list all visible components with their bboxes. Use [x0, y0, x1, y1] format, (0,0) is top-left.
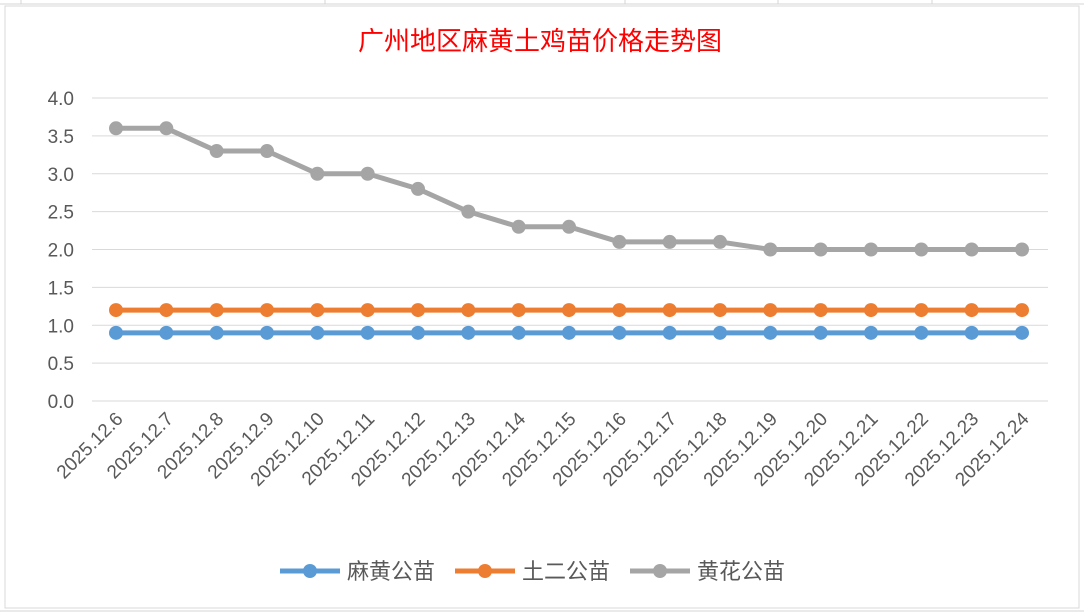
data-point[interactable] [562, 325, 576, 340]
data-point[interactable] [813, 242, 828, 257]
data-point[interactable] [914, 242, 929, 257]
y-tick-label: 2.0 [48, 241, 74, 262]
data-point[interactable] [964, 303, 979, 318]
data-point[interactable] [713, 234, 727, 249]
series-1 [109, 303, 1029, 318]
data-point[interactable] [511, 325, 526, 340]
data-point[interactable] [461, 204, 476, 219]
legend-marker [478, 564, 492, 578]
data-point[interactable] [360, 325, 375, 340]
data-point[interactable] [260, 144, 274, 159]
data-point[interactable] [461, 303, 476, 318]
data-point[interactable] [1015, 303, 1029, 318]
series-0 [109, 325, 1029, 340]
legend-label: 黄花公苗 [697, 560, 785, 585]
legend-item[interactable]: 麻黄公苗 [280, 560, 435, 585]
data-point[interactable] [914, 325, 929, 340]
data-point[interactable] [763, 303, 778, 318]
data-point[interactable] [159, 303, 174, 318]
data-point[interactable] [109, 325, 123, 340]
data-point[interactable] [260, 303, 274, 318]
data-point[interactable] [662, 325, 677, 340]
y-tick-label: 1.5 [48, 278, 74, 299]
data-point[interactable] [109, 121, 123, 136]
y-tick-label: 4.0 [48, 89, 74, 110]
data-point[interactable] [662, 303, 677, 318]
data-point[interactable] [964, 242, 979, 257]
data-point[interactable] [209, 325, 224, 340]
data-point[interactable] [1015, 325, 1029, 340]
data-point[interactable] [159, 121, 174, 136]
data-point[interactable] [612, 303, 627, 318]
data-point[interactable] [260, 325, 274, 340]
chart-title: 广州地区麻黄土鸡苗价格走势图 [358, 27, 722, 57]
data-point[interactable] [159, 325, 174, 340]
legend-marker [653, 564, 667, 578]
data-point[interactable] [612, 325, 627, 340]
legend-label: 土二公苗 [522, 560, 610, 585]
y-tick-label: 3.5 [48, 127, 74, 148]
y-tick-label: 2.5 [48, 203, 74, 224]
data-point[interactable] [461, 325, 476, 340]
data-point[interactable] [914, 303, 929, 318]
data-point[interactable] [813, 303, 828, 318]
data-point[interactable] [864, 325, 878, 340]
chart-area[interactable] [4, 5, 1080, 609]
legend-item[interactable]: 土二公苗 [455, 560, 610, 585]
data-point[interactable] [411, 325, 425, 340]
y-tick-label: 0.5 [48, 354, 74, 375]
data-point[interactable] [310, 325, 325, 340]
data-point[interactable] [713, 303, 727, 318]
data-point[interactable] [109, 303, 123, 318]
data-point[interactable] [209, 303, 224, 318]
data-point[interactable] [662, 234, 677, 249]
data-point[interactable] [864, 242, 878, 257]
data-point[interactable] [360, 303, 375, 318]
data-point[interactable] [511, 303, 526, 318]
legend-marker [303, 564, 317, 578]
legend-item[interactable]: 黄花公苗 [630, 560, 785, 585]
legend-label: 麻黄公苗 [347, 560, 435, 585]
data-point[interactable] [864, 303, 878, 318]
data-point[interactable] [964, 325, 979, 340]
data-point[interactable] [763, 242, 778, 257]
data-point[interactable] [763, 325, 778, 340]
data-point[interactable] [310, 166, 325, 181]
data-point[interactable] [813, 325, 828, 340]
y-tick-label: 3.0 [48, 165, 74, 186]
y-tick-label: 1.0 [48, 316, 74, 337]
data-point[interactable] [562, 219, 576, 234]
data-point[interactable] [562, 303, 576, 318]
y-tick-label: 0.0 [48, 392, 74, 413]
data-point[interactable] [360, 166, 375, 181]
data-point[interactable] [612, 234, 627, 249]
data-point[interactable] [511, 219, 526, 234]
data-point[interactable] [713, 325, 727, 340]
data-point[interactable] [411, 303, 425, 318]
data-point[interactable] [1015, 242, 1029, 257]
series-2 [109, 121, 1029, 257]
data-point[interactable] [411, 181, 425, 196]
data-point[interactable] [310, 303, 325, 318]
data-point[interactable] [209, 144, 224, 159]
